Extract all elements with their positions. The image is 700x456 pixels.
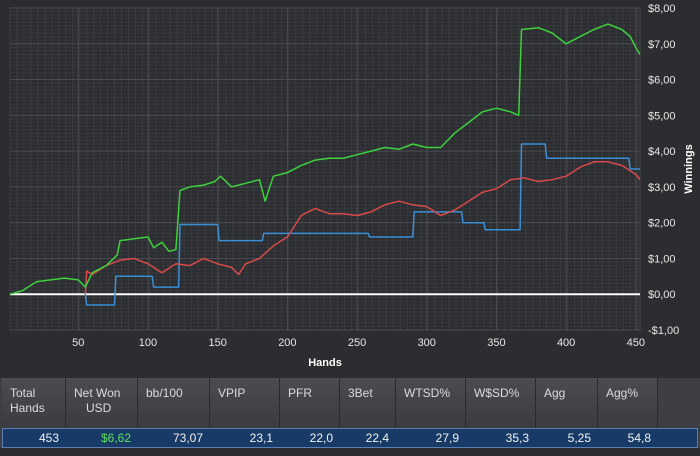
header-label: VPIP [218, 386, 246, 400]
value-vpip: 23,1 [249, 431, 273, 445]
header-label: Total [10, 386, 36, 400]
y-tick-label: $3,00 [648, 182, 676, 194]
value-agg-pct: 54,8 [627, 431, 651, 445]
header-label: WTSD% [404, 386, 450, 400]
col-header-net-won[interactable]: Net Won USD [66, 378, 138, 428]
x-tick-label: 100 [139, 337, 157, 349]
x-tick-label: 150 [208, 337, 226, 349]
col-header-vpip[interactable]: VPIP [210, 378, 280, 428]
col-header-wsd[interactable]: W$SD% [466, 378, 536, 428]
y-tick-label: $1,00 [648, 253, 676, 265]
x-axis-title: Hands [308, 357, 342, 369]
series-line [84, 161, 641, 295]
header-label: bb/100 [146, 386, 183, 400]
y-tick-label: $8,00 [648, 3, 676, 15]
col-header-total-hands[interactable]: Total Hands [2, 378, 66, 428]
header-label: USD [86, 401, 112, 415]
value-wsd: 35,3 [505, 431, 529, 445]
series-line [84, 143, 640, 306]
y-axis-title: Winnings [683, 144, 695, 193]
x-tick-label: 450 [627, 337, 645, 349]
y-tick-label: $2,00 [648, 218, 676, 230]
y-tick-label: $7,00 [648, 39, 676, 51]
x-tick-label: 400 [557, 337, 575, 349]
value-bb100: 73,07 [172, 431, 203, 445]
stats-header-row: Total Hands Net Won USD bb/100 VPIP PFR 3B… [0, 378, 700, 428]
x-tick-label: 250 [348, 337, 366, 349]
header-label: Agg% [606, 386, 639, 400]
value-net-won: $6,62 [100, 431, 131, 445]
value-total-hands: 453 [38, 431, 59, 445]
stats-value-row[interactable]: 453 $6,62 73,07 23,1 22,0 22,4 27,9 35,3… [2, 428, 698, 448]
col-header-3bet[interactable]: 3Bet [340, 378, 396, 428]
value-3bet: 22,4 [365, 431, 389, 445]
y-tick-label: $4,00 [648, 146, 676, 158]
x-tick-label: 350 [487, 337, 505, 349]
x-tick-label: 300 [418, 337, 436, 349]
col-header-wtsd[interactable]: WTSD% [396, 378, 466, 428]
bottom-strip [0, 448, 700, 456]
y-tick-label: $6,00 [648, 75, 676, 87]
value-wtsd: 27,9 [435, 431, 459, 445]
y-tick-label: -$1,00 [648, 325, 679, 337]
x-tick-label: 50 [72, 337, 84, 349]
header-label: 3Bet [348, 386, 373, 400]
header-label: Hands [10, 401, 45, 415]
header-label: W$SD% [474, 386, 520, 400]
winnings-chart-svg: -$1,00 $0,00 $1,00 $2,00 $3,00 $4,00 $5,00 $6,0… [9, 3, 695, 369]
stats-table: Total Hands Net Won USD bb/100 VPIP PFR 3B… [0, 378, 700, 456]
col-header-pfr[interactable]: PFR [280, 378, 340, 428]
series-line [9, 23, 641, 295]
winnings-graph: -$1,00 $0,00 $1,00 $2,00 $3,00 $4,00 $5,00 $6,0… [9, 3, 695, 369]
col-header-agg[interactable]: Agg [536, 378, 598, 428]
col-header-agg-pct[interactable]: Agg% [598, 378, 658, 428]
y-tick-label: $5,00 [648, 110, 676, 122]
header-label: Agg [544, 386, 566, 400]
header-label: Net Won [74, 386, 121, 400]
value-agg: 5,25 [567, 431, 591, 445]
value-pfr: 22,0 [309, 431, 333, 445]
x-tick-label: 200 [278, 337, 296, 349]
header-label: PFR [288, 386, 312, 400]
y-tick-label: $0,00 [648, 289, 676, 301]
col-header-bb100[interactable]: bb/100 [138, 378, 210, 428]
